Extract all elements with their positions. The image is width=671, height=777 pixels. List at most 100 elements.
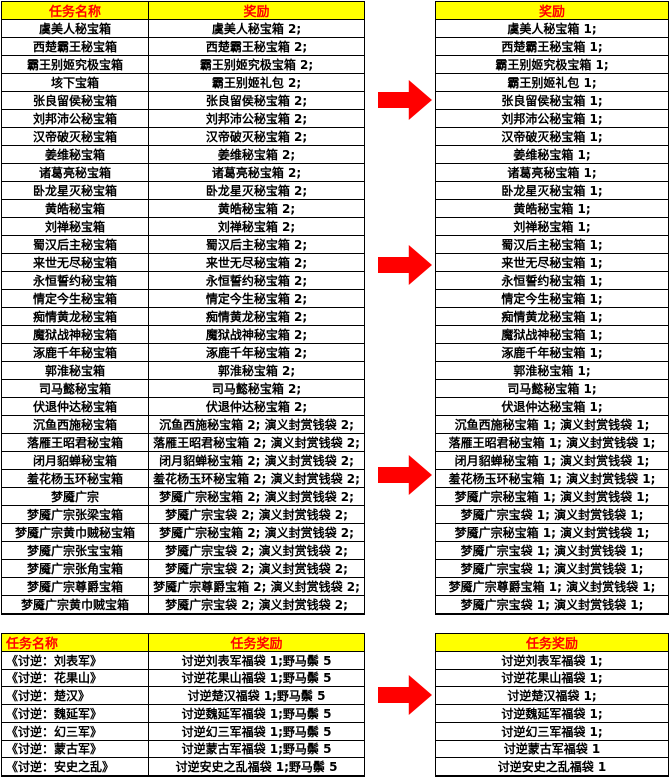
reward-cell: 梦魇广宗宝袋 2; 演义封赏钱袋 2;	[149, 560, 364, 578]
task-name-cell: 沉鱼西施秘宝箱	[2, 416, 149, 434]
reward-cell: 梦魇广宗尊爵宝箱 2; 演义封赏钱袋 2;	[149, 578, 364, 596]
reward-cell: 落雁王昭君秘宝箱 2; 演义封赏钱袋 2;	[149, 434, 364, 452]
task-name-cell: 伏退仲达秘宝箱	[2, 398, 149, 416]
table-row: 情定今生秘宝箱 1;	[436, 290, 668, 308]
reward-cell: 刘禅秘宝箱 1;	[436, 218, 668, 236]
table-row: 刘禅秘宝箱 1;	[436, 218, 668, 236]
column-header-reward: 奖励	[149, 2, 364, 20]
reward-cell: 梦魇广宗秘宝箱 2; 演义封赏钱袋 2;	[149, 488, 364, 506]
table-row: 西楚霸王秘宝箱 西楚霸王秘宝箱 2;	[2, 38, 364, 56]
table-row: 痴情黄龙秘宝箱 痴情黄龙秘宝箱 2;	[2, 308, 364, 326]
table-row: 梦魇广宗黄巾贼宝箱 梦魇广宗宝袋 2; 演义封赏钱袋 2;	[2, 596, 364, 614]
table-row: 涿鹿千年秘宝箱 1;	[436, 344, 668, 362]
reward-cell: 汉帝破灭秘宝箱 2;	[149, 128, 364, 146]
table-row: 讨逆幻三军福袋 1;	[436, 723, 668, 741]
top-new-rewards-table: 奖励 虞美人秘宝箱 1; 西楚霸王秘宝箱 1; 霸王别姬究极宝箱 1; 霸王别姬礼包 …	[435, 1, 669, 615]
table-row: 张良留侯秘宝箱 1;	[436, 92, 668, 110]
table-row: 《讨逆：花果山》 讨逆花果山福袋 1;野马鬃 5	[2, 669, 364, 688]
task-name-cell: 刘禅秘宝箱	[2, 218, 149, 236]
task-name-cell: 涿鹿千年秘宝箱	[2, 344, 149, 362]
reward-cell: 黄皓秘宝箱 1;	[436, 200, 668, 218]
reward-cell: 卧龙星灭秘宝箱 1;	[436, 182, 668, 200]
table-row: 痴情黄龙秘宝箱 1;	[436, 308, 668, 326]
reward-cell: 梦魇广宗宝袋 1; 演义封赏钱袋 1;	[436, 542, 668, 560]
reward-cell: 梦魇广宗尊爵宝箱 1; 演义封赏钱袋 1;	[436, 578, 668, 596]
task-name-cell: 《讨逆：魏延军》	[2, 705, 149, 723]
reward-cell: 霸王别姬礼包 2;	[149, 74, 364, 92]
reward-cell: 羞花杨玉环秘宝箱 1; 演义封赏钱袋 1;	[436, 470, 668, 488]
reward-cell: 情定今生秘宝箱 2;	[149, 290, 364, 308]
reward-cell: 涿鹿千年秘宝箱 2;	[149, 344, 364, 362]
table-row: 梦魇广宗宝袋 1; 演义封赏钱袋 1;	[436, 596, 668, 614]
reward-cell: 闭月貂蝉秘宝箱 1; 演义封赏钱袋 1;	[436, 452, 668, 470]
task-name-cell: 张良留侯秘宝箱	[2, 92, 149, 110]
table-row: 黄皓秘宝箱 1;	[436, 200, 668, 218]
task-name-cell: 梦魇广宗张角宝箱	[2, 560, 149, 578]
table-row: 西楚霸王秘宝箱 1;	[436, 38, 668, 56]
reward-cell: 魔狱战神秘宝箱 2;	[149, 326, 364, 344]
reward-cell: 梦魇广宗宝袋 1; 演义封赏钱袋 1;	[436, 596, 668, 614]
table-row: 《讨逆：蒙古军》 讨逆蒙古军福袋 1;野马鬃 5	[2, 740, 364, 759]
table-body: 讨逆刘表军福袋 1; 讨逆花果山福袋 1; 讨逆楚汉福袋 1; 讨逆魏延军福袋 1; 讨…	[436, 652, 668, 776]
reward-cell: 讨逆刘表军福袋 1;	[436, 652, 668, 670]
table-row: 梦魇广宗黄巾贼秘宝箱 梦魇广宗秘宝箱 2; 演义封赏钱袋 2;	[2, 524, 364, 542]
reward-cell: 讨逆魏延军福袋 1;野马鬃 5	[149, 705, 364, 723]
reward-cell: 姜维秘宝箱 2;	[149, 146, 364, 164]
table-row: 涿鹿千年秘宝箱 涿鹿千年秘宝箱 2;	[2, 344, 364, 362]
table-row: 刘禅秘宝箱 刘禅秘宝箱 2;	[2, 218, 364, 236]
table-row: 梦魇广宗尊爵宝箱 梦魇广宗尊爵宝箱 2; 演义封赏钱袋 2;	[2, 578, 364, 596]
table-row: 姜维秘宝箱 1;	[436, 146, 668, 164]
task-name-cell: 羞花杨玉环秘宝箱	[2, 470, 149, 488]
task-name-cell: 司马懿秘宝箱	[2, 380, 149, 398]
reward-cell: 汉帝破灭秘宝箱 1;	[436, 128, 668, 146]
reward-cell: 张良留侯秘宝箱 2;	[149, 92, 364, 110]
reward-cell: 讨逆花果山福袋 1;	[436, 670, 668, 688]
reward-cell: 霸王别姬礼包 1;	[436, 74, 668, 92]
reward-cell: 讨逆幻三军福袋 1;	[436, 723, 668, 741]
table-row: 梦魇广宗尊爵宝箱 1; 演义封赏钱袋 1;	[436, 578, 668, 596]
table-row: 来世无尽秘宝箱 1;	[436, 254, 668, 272]
table-row: 司马懿秘宝箱 司马懿秘宝箱 2;	[2, 380, 364, 398]
task-name-cell: 情定今生秘宝箱	[2, 290, 149, 308]
table-row: 虞美人秘宝箱 虞美人秘宝箱 2;	[2, 20, 364, 38]
table-row: 梦魇广宗 梦魇广宗秘宝箱 2; 演义封赏钱袋 2;	[2, 488, 364, 506]
bottom-old-rewards-table: 任务名称 任务奖励 《讨逆：刘表军》 讨逆刘表军福袋 1;野马鬃 5 《讨逆：花果山…	[1, 633, 365, 777]
reward-cell: 诸葛亮秘宝箱 1;	[436, 164, 668, 182]
table-row: 张良留侯秘宝箱 张良留侯秘宝箱 2;	[2, 92, 364, 110]
task-name-cell: 姜维秘宝箱	[2, 146, 149, 164]
reward-cell: 伏退仲达秘宝箱 1;	[436, 398, 668, 416]
task-name-cell: 落雁王昭君秘宝箱	[2, 434, 149, 452]
task-name-cell: 西楚霸王秘宝箱	[2, 38, 149, 56]
task-name-cell: 《讨逆：花果山》	[2, 669, 149, 688]
reward-cell: 梦魇广宗宝袋 2; 演义封赏钱袋 2;	[149, 506, 364, 524]
reward-cell: 讨逆刘表军福袋 1;野马鬃 5	[149, 652, 364, 670]
task-name-cell: 闭月貂蝉秘宝箱	[2, 452, 149, 470]
table-row: 羞花杨玉环秘宝箱 1; 演义封赏钱袋 1;	[436, 470, 668, 488]
task-name-cell: 蜀汉后主秘宝箱	[2, 236, 149, 254]
task-name-cell: 霸王别姬究极宝箱	[2, 56, 149, 74]
table-row: 梦魇广宗秘宝箱 1; 演义封赏钱袋 1;	[436, 524, 668, 542]
table-row: 《讨逆：幻三军》 讨逆幻三军福袋 1;野马鬃 5	[2, 722, 364, 741]
table-row: 落雁王昭君秘宝箱 1; 演义封赏钱袋 1;	[436, 434, 668, 452]
table-row: 蜀汉后主秘宝箱 蜀汉后主秘宝箱 2;	[2, 236, 364, 254]
reward-cell: 司马懿秘宝箱 2;	[149, 380, 364, 398]
reward-cell: 刘邦沛公秘宝箱 2;	[149, 110, 364, 128]
table-row: 汉帝破灭秘宝箱 1;	[436, 128, 668, 146]
reward-cell: 梦魇广宗秘宝箱 1; 演义封赏钱袋 1;	[436, 488, 668, 506]
task-name-cell: 刘邦沛公秘宝箱	[2, 110, 149, 128]
reward-cell: 来世无尽秘宝箱 1;	[436, 254, 668, 272]
reward-cell: 蜀汉后主秘宝箱 1;	[436, 236, 668, 254]
table-row: 卧龙星灭秘宝箱 1;	[436, 182, 668, 200]
column-header-task-reward: 任务奖励	[436, 634, 668, 652]
reward-cell: 涿鹿千年秘宝箱 1;	[436, 344, 668, 362]
table-header-row: 任务名称 任务奖励	[2, 634, 364, 652]
table-row: 情定今生秘宝箱 情定今生秘宝箱 2;	[2, 290, 364, 308]
table-row: 讨逆楚汉福袋 1;	[436, 687, 668, 705]
table-row: 闭月貂蝉秘宝箱 闭月貂蝉秘宝箱 2; 演义封赏钱袋 2;	[2, 452, 364, 470]
reward-cell: 梦魇广宗宝袋 2; 演义封赏钱袋 2;	[149, 542, 364, 560]
reward-cell: 卧龙星灭秘宝箱 2;	[149, 182, 364, 200]
table-row: 黄皓秘宝箱 黄皓秘宝箱 2;	[2, 200, 364, 218]
reward-cell: 永恒誓约秘宝箱 1;	[436, 272, 668, 290]
reward-cell: 痴情黄龙秘宝箱 1;	[436, 308, 668, 326]
table-header-row: 任务奖励	[436, 634, 668, 652]
